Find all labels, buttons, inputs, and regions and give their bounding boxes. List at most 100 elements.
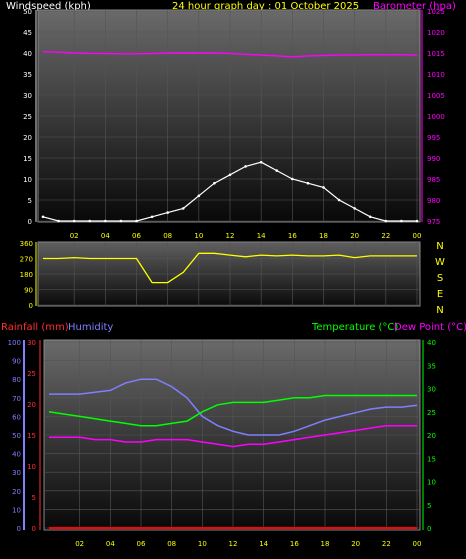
windspeed-point	[150, 215, 154, 219]
windspeed-point	[135, 219, 138, 223]
rain-axis-title: Rainfall (mm)	[1, 322, 69, 333]
dewpoint-line	[49, 424, 417, 448]
wind-x-tick-label: 06	[132, 232, 141, 240]
temp-axis: 0 5 10 15 20 25 30 35 40	[422, 339, 436, 533]
windspeed-point	[353, 207, 356, 210]
climate-x-tick-label: 12	[229, 540, 238, 548]
temp-tick-label: 10	[427, 479, 436, 487]
temperature-line	[48, 394, 417, 427]
direction-series	[43, 252, 417, 284]
climate-x-tick-label: 22	[382, 540, 391, 548]
humidity-tick-label: 10	[12, 506, 21, 514]
rain-tick-label: 15	[27, 432, 36, 440]
rain-tick-label: 10	[27, 463, 36, 471]
barometer-line	[42, 51, 418, 58]
climate-x-tick-label: 16	[290, 540, 299, 548]
wind-x-tick-label: 02	[70, 232, 79, 240]
windspeed-point	[322, 186, 325, 189]
wind-x-tick-label: 04	[101, 232, 110, 240]
direction-tick-label: 90	[24, 287, 33, 295]
climate-x-tick-label: 06	[137, 540, 146, 548]
climate-series	[48, 378, 418, 529]
baro-tick-label: 1005	[427, 92, 445, 100]
humidity-line	[49, 378, 418, 436]
wind-tick-label: 40	[23, 50, 32, 58]
wind-tick-label: 45	[23, 29, 32, 37]
direction-tick-label: 360	[20, 240, 33, 248]
windspeed-point	[306, 181, 310, 185]
humidity-tick-label: 100	[8, 339, 21, 347]
climate-x-axis: 02 04 06 08 10 12 14 16 18 20 22 00	[75, 540, 421, 548]
rain-tick-label: 5	[32, 494, 36, 502]
baro-tick-label: 1000	[427, 113, 445, 121]
humidity-tick-label: 40	[12, 451, 21, 459]
dew-axis-title: Dew Point (°C)	[394, 322, 466, 333]
rain-tick-label: 20	[27, 401, 36, 409]
direction-tick-label: 270	[20, 256, 33, 264]
windspeed-point	[72, 219, 76, 223]
compass-label: W	[435, 257, 445, 268]
windspeed-point	[275, 169, 279, 172]
wind-x-tick-label: 10	[194, 232, 203, 240]
climate-x-tick-label: 14	[259, 540, 268, 548]
baro-tick-label: 1015	[427, 50, 445, 58]
wind-tick-label: 20	[23, 134, 32, 142]
direction-axis: 0 90 180 270 360	[20, 240, 37, 310]
wind-tick-label: 15	[23, 155, 32, 163]
climate-x-tick-label: 10	[198, 540, 207, 548]
windspeed-point	[197, 194, 201, 198]
wind-axis-title: Windspeed (kph)	[6, 1, 91, 12]
temp-tick-label: 30	[427, 386, 436, 394]
windspeed-point	[166, 211, 169, 214]
wind-tick-label: 5	[28, 197, 32, 205]
wind-tick-label: 25	[23, 113, 32, 121]
windspeed-point	[291, 177, 294, 181]
temp-tick-label: 35	[427, 362, 436, 370]
wind-tick-label: 10	[23, 176, 32, 184]
humidity-tick-label: 70	[12, 395, 21, 403]
climate-x-tick-label: 04	[106, 540, 115, 548]
compass-label: N	[436, 241, 443, 252]
windspeed-point	[368, 215, 372, 219]
windspeed-point	[415, 219, 419, 223]
baro-axis-title: Barometer (hpa)	[373, 1, 456, 12]
baro-tick-label: 1010	[427, 71, 445, 79]
windspeed-point	[119, 219, 123, 223]
wind-tick-label: 35	[23, 71, 32, 79]
climate-x-tick-label: 02	[75, 540, 84, 548]
temp-tick-label: 5	[427, 502, 431, 510]
direction-tick-label: 180	[20, 271, 33, 279]
windspeed-point	[213, 181, 216, 185]
windspeed-point	[181, 207, 185, 210]
compass-label: S	[437, 273, 443, 284]
humidity-tick-label: 0	[17, 525, 21, 533]
wind-x-tick-label: 12	[226, 232, 235, 240]
wind-x-tick-label: 20	[350, 232, 359, 240]
humidity-tick-label: 80	[12, 376, 21, 384]
compass-label: E	[437, 289, 443, 300]
wind-x-tick-label: 14	[257, 232, 266, 240]
windspeed-point	[244, 165, 247, 168]
baro-tick-label: 1020	[427, 29, 445, 37]
wind-x-tick-label: 22	[381, 232, 390, 240]
temp-tick-label: 40	[427, 339, 436, 347]
rain-tick-label: 0	[32, 525, 36, 533]
baro-axis: 975 980 985 990 995 1000 1005 1010 1015 1020 1025	[421, 8, 445, 226]
wind-x-axis: 02 04 06 08 10 12 14 16 18 20 22 00	[70, 232, 422, 240]
temp-tick-label: 25	[427, 409, 436, 417]
wind-series	[41, 51, 419, 223]
windspeed-point	[104, 219, 107, 223]
windspeed-point	[57, 219, 60, 223]
wind-tick-label: 0	[28, 218, 32, 226]
climate-x-tick-label: 08	[167, 540, 176, 548]
humidity-tick-label: 90	[12, 358, 21, 366]
baro-tick-label: 985	[427, 176, 440, 184]
rain-tick-label: 25	[27, 370, 36, 378]
humidity-axis-title: Humidity	[68, 322, 113, 333]
direction-tick-label: 0	[29, 302, 33, 310]
windspeed-point	[400, 219, 403, 223]
temp-axis-title: Temperature (°C)	[311, 322, 398, 333]
humidity-tick-label: 20	[12, 488, 21, 496]
climate-left-axes: 0 10 20 30 40 50 60 70 80 90 100 0 5 10 15 20 25 30	[8, 339, 41, 533]
